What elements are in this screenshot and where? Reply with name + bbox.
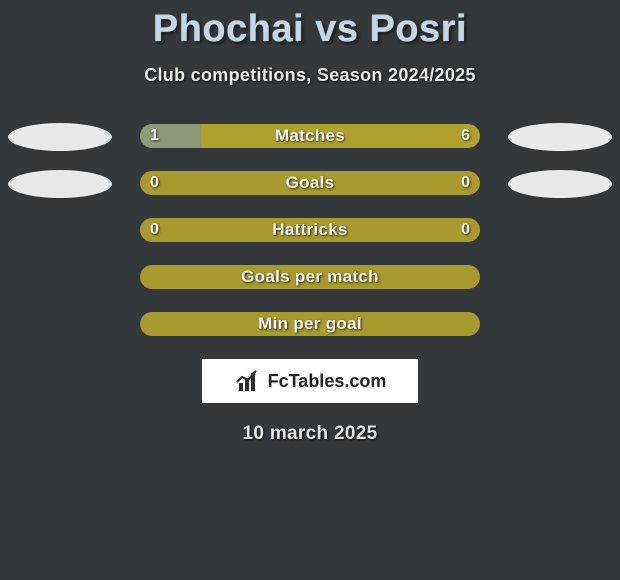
stat-label: Goals per match bbox=[140, 265, 480, 289]
stat-bar: 16Matches bbox=[140, 124, 480, 148]
stat-label: Matches bbox=[140, 124, 480, 148]
stat-bar: 00Hattricks bbox=[140, 218, 480, 242]
team-left-marker bbox=[8, 170, 112, 198]
stat-row: 00Goals bbox=[0, 171, 620, 197]
stat-row: 00Hattricks bbox=[0, 218, 620, 244]
stat-row: Min per goal bbox=[0, 312, 620, 338]
logo-box: FcTables.com bbox=[202, 359, 418, 403]
stat-bar: Goals per match bbox=[140, 265, 480, 289]
logo-text: FcTables.com bbox=[268, 371, 387, 392]
date-text: 10 march 2025 bbox=[0, 423, 620, 445]
stat-bar: 00Goals bbox=[140, 171, 480, 195]
stat-label: Min per goal bbox=[140, 312, 480, 336]
chart-icon bbox=[234, 369, 262, 393]
stat-label: Goals bbox=[140, 171, 480, 195]
page-title: Phochai vs Posri bbox=[0, 0, 620, 51]
stat-label: Hattricks bbox=[140, 218, 480, 242]
subtitle: Club competitions, Season 2024/2025 bbox=[0, 65, 620, 86]
team-right-marker bbox=[508, 123, 612, 151]
stat-row: Goals per match bbox=[0, 265, 620, 291]
team-right-marker bbox=[508, 170, 612, 198]
stats-rows: 16Matches 00Goals 00Hattricks Goals per mat… bbox=[0, 124, 620, 338]
stat-row: 16Matches bbox=[0, 124, 620, 150]
team-left-marker bbox=[8, 123, 112, 151]
stat-bar: Min per goal bbox=[140, 312, 480, 336]
